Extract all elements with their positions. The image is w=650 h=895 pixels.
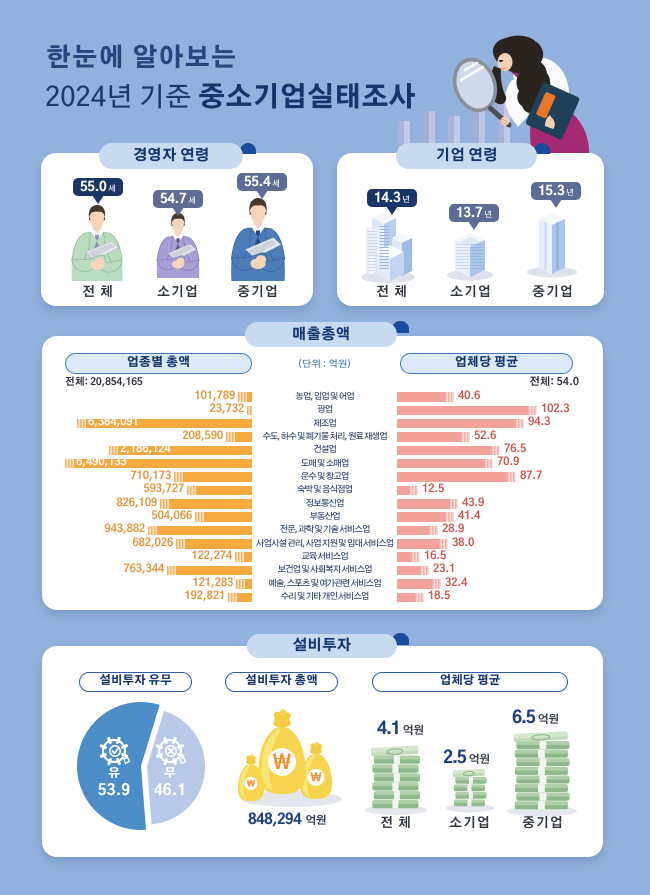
svg-text:W: W (273, 753, 292, 774)
